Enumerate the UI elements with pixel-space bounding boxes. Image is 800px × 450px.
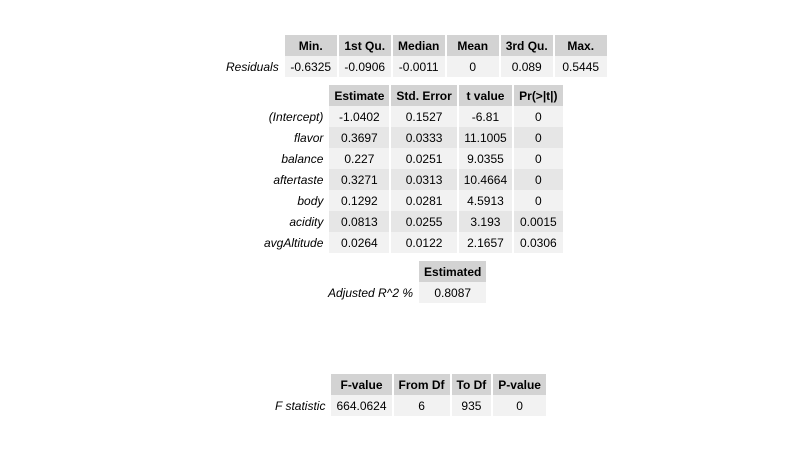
coef-row-label: acidity	[289, 214, 324, 229]
coef-t-value: 11.1005	[458, 127, 513, 148]
coef-t-value: 9.0355	[458, 148, 513, 169]
coef-std-error: 0.0122	[391, 232, 457, 253]
f-statistic-f-value: 664.0624	[331, 395, 392, 416]
residuals-header-median: Median	[392, 35, 445, 56]
coef-std-error: 0.0313	[391, 169, 457, 190]
residuals-mean: 0	[446, 56, 499, 77]
coef-estimate: 0.0264	[329, 232, 390, 253]
coef-std-error: 0.0333	[391, 127, 457, 148]
residuals-header-q3: 3rd Qu.	[500, 35, 553, 56]
f-statistic-row: F statistic 664.0624 6 935 0	[270, 395, 546, 416]
coef-estimate: 0.0813	[329, 211, 390, 232]
residuals-header-max: Max.	[554, 35, 607, 56]
coefficients-header-estimate: Estimate	[329, 85, 390, 106]
table-row: acidity 0.0813 0.0255 3.193 0.0015	[259, 211, 563, 232]
f-statistic-from-df: 6	[393, 395, 450, 416]
residuals-median: -0.0011	[392, 56, 445, 77]
f-statistic-header-to-df: To Df	[451, 374, 492, 395]
coef-row-label: avgAltitude	[264, 235, 324, 250]
table-row: flavor 0.3697 0.0333 11.1005 0	[259, 127, 563, 148]
coef-p-value: 0	[514, 169, 563, 190]
table-row: body 0.1292 0.0281 4.5913 0	[259, 190, 563, 211]
coef-estimate: 0.227	[329, 148, 390, 169]
coef-row-label: aftertaste	[273, 172, 324, 187]
coefficients-header-row: Estimate Std. Error t value Pr(>|t|)	[259, 85, 563, 106]
coef-std-error: 0.1527	[391, 106, 457, 127]
coef-p-value: 0	[514, 106, 563, 127]
r-squared-header-estimated: Estimated	[419, 261, 487, 282]
f-statistic-header-row: F-value From Df To Df P-value	[270, 374, 546, 395]
residuals-header-q1: 1st Qu.	[338, 35, 391, 56]
f-statistic-corner	[270, 374, 329, 395]
coef-t-value: 2.1657	[458, 232, 513, 253]
coef-p-value: 0	[514, 190, 563, 211]
table-row: (Intercept) -1.0402 0.1527 -6.81 0	[259, 106, 563, 127]
coef-t-value: 3.193	[458, 211, 513, 232]
table-row: avgAltitude 0.0264 0.0122 2.1657 0.0306	[259, 232, 563, 253]
coef-t-value: -6.81	[458, 106, 513, 127]
f-statistic-table: F-value From Df To Df P-value F statisti…	[268, 374, 548, 416]
coef-std-error: 0.0281	[391, 190, 457, 211]
coef-row-label: flavor	[294, 130, 324, 145]
coef-row-label: balance	[281, 151, 324, 166]
coef-p-value: 0.0306	[514, 232, 563, 253]
coef-estimate: 0.3697	[329, 127, 390, 148]
f-statistic-row-label: F statistic	[275, 398, 326, 413]
coef-std-error: 0.0255	[391, 211, 457, 232]
residuals-q1: -0.0906	[338, 56, 391, 77]
f-statistic-p-value: 0	[493, 395, 546, 416]
coef-row-label: body	[297, 193, 324, 208]
r-squared-value: 0.8087	[419, 282, 487, 303]
residuals-row: Residuals -0.6325 -0.0906 -0.0011 0 0.08…	[221, 56, 607, 77]
coef-row-label: (Intercept)	[268, 109, 324, 124]
coefficients-header-t-value: t value	[458, 85, 513, 106]
coefficients-header-std-error: Std. Error	[391, 85, 457, 106]
coefficients-header-p-value: Pr(>|t|)	[514, 85, 563, 106]
table-row: aftertaste 0.3271 0.0313 10.4664 0	[259, 169, 563, 190]
f-statistic-header-f-value: F-value	[331, 374, 392, 395]
table-row: balance 0.227 0.0251 9.0355 0	[259, 148, 563, 169]
residuals-header-mean: Mean	[446, 35, 499, 56]
residuals-table: Min. 1st Qu. Median Mean 3rd Qu. Max. Re…	[219, 35, 609, 77]
r-squared-row-label: Adjusted R^2 %	[328, 285, 414, 300]
residuals-corner	[221, 35, 283, 56]
coef-estimate: 0.1292	[329, 190, 390, 211]
coef-p-value: 0	[514, 127, 563, 148]
coef-t-value: 10.4664	[458, 169, 513, 190]
residuals-row-label: Residuals	[226, 59, 279, 74]
r-squared-table: Estimated Adjusted R^2 % 0.8087	[321, 261, 488, 303]
coef-std-error: 0.0251	[391, 148, 457, 169]
f-statistic-header-p-value: P-value	[493, 374, 546, 395]
residuals-header-min: Min.	[284, 35, 337, 56]
coef-estimate: 0.3271	[329, 169, 390, 190]
coef-t-value: 4.5913	[458, 190, 513, 211]
residuals-max: 0.5445	[554, 56, 607, 77]
residuals-q3: 0.089	[500, 56, 553, 77]
residuals-min: -0.6325	[284, 56, 337, 77]
f-statistic-to-df: 935	[451, 395, 492, 416]
r-squared-row: Adjusted R^2 % 0.8087	[323, 282, 487, 303]
r-squared-corner	[323, 261, 417, 282]
coef-p-value: 0.0015	[514, 211, 563, 232]
coef-p-value: 0	[514, 148, 563, 169]
coefficients-corner	[259, 85, 327, 106]
residuals-header-row: Min. 1st Qu. Median Mean 3rd Qu. Max.	[221, 35, 607, 56]
coef-estimate: -1.0402	[329, 106, 390, 127]
f-statistic-header-from-df: From Df	[393, 374, 450, 395]
coefficients-table: Estimate Std. Error t value Pr(>|t|) (In…	[257, 85, 565, 253]
r-squared-header-row: Estimated	[323, 261, 487, 282]
